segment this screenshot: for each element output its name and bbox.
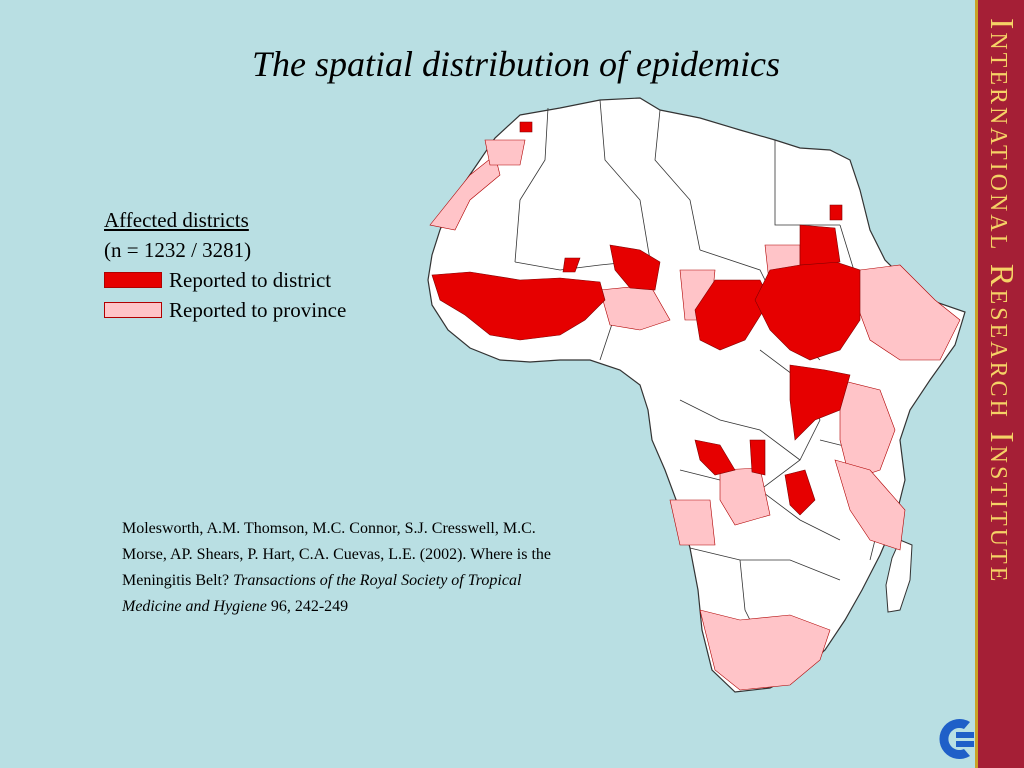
citation-ref: 96, 242-249	[270, 598, 349, 615]
legend-item-province: Reported to province	[104, 295, 404, 325]
logo-mark	[939, 719, 974, 759]
legend-label-district: Reported to district	[169, 268, 332, 292]
province-regions	[429, 139, 961, 691]
province-swatch	[104, 302, 162, 318]
citation-journal: Transactions of the Royal Society of Tro…	[122, 572, 522, 615]
map-legend: Affected districts (n = 1232 / 3281) Rep…	[104, 205, 404, 325]
district-swatch	[104, 272, 162, 288]
africa-landmass	[427, 97, 966, 693]
sidebar-band	[975, 0, 1024, 768]
institute-name: International Research Institute	[983, 18, 1020, 585]
africa-map	[427, 97, 966, 693]
legend-label-province: Reported to province	[169, 298, 347, 322]
citation: Molesworth, A.M. Thomson, M.C. Connor, S…	[122, 516, 582, 620]
iri-logo	[939, 719, 974, 759]
slide: The spatial distribution of epidemics Af…	[104, 44, 966, 693]
legend-item-district: Reported to district	[104, 265, 404, 295]
citation-authors: Molesworth, A.M. Thomson, M.C. Connor, S…	[122, 520, 551, 589]
madagascar	[885, 539, 913, 613]
page-title: The spatial distribution of epidemics	[252, 44, 780, 84]
district-regions	[431, 121, 861, 516]
legend-count: (n = 1232 / 3281)	[104, 238, 252, 262]
legend-heading: Affected districts	[104, 208, 249, 232]
